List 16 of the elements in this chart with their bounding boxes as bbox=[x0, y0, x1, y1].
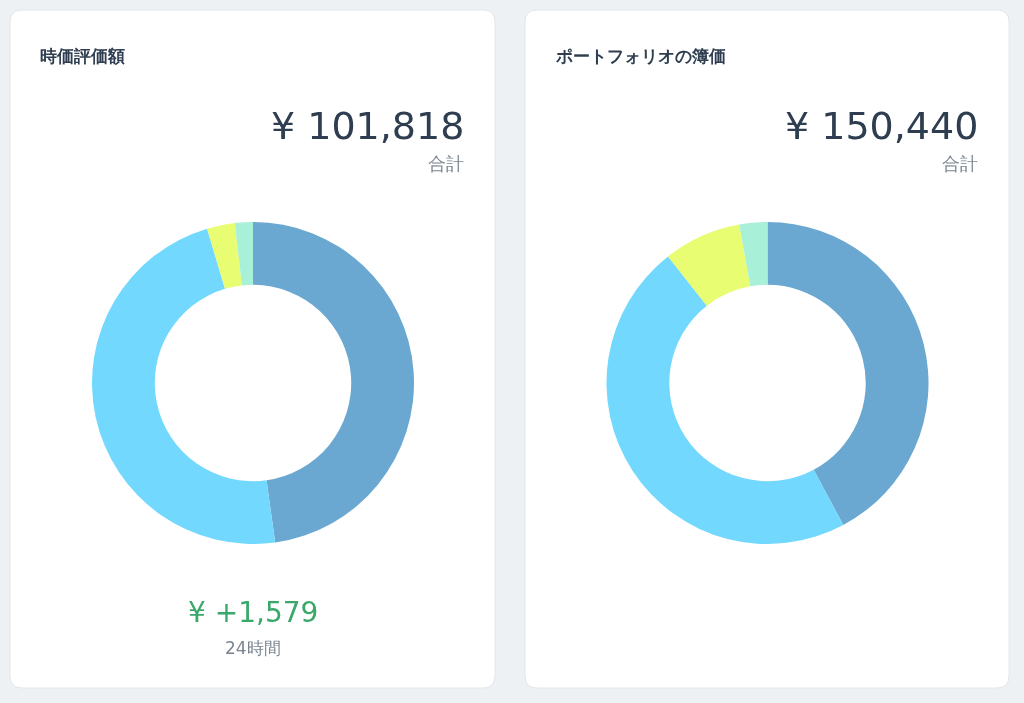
donut-slice bbox=[739, 222, 768, 287]
text: 24時間 bbox=[225, 638, 281, 658]
chart-title: 時価評価額 bbox=[40, 46, 125, 66]
text: ¥ +1,579 bbox=[188, 596, 319, 629]
donut-slice bbox=[207, 223, 242, 289]
text: ¥ 101,818 bbox=[271, 104, 465, 148]
text: 合計 bbox=[942, 153, 978, 174]
donut-slice bbox=[668, 224, 751, 306]
donut-slice bbox=[92, 228, 276, 544]
donut-slice bbox=[767, 222, 929, 526]
donut-slice bbox=[234, 222, 253, 286]
text: 合計 bbox=[428, 153, 464, 174]
text: ¥ 150,440 bbox=[785, 104, 979, 148]
donut-slice bbox=[606, 256, 844, 544]
chart-title: ポートフォリオの簿価 bbox=[555, 46, 726, 66]
donut-slice bbox=[253, 222, 414, 543]
